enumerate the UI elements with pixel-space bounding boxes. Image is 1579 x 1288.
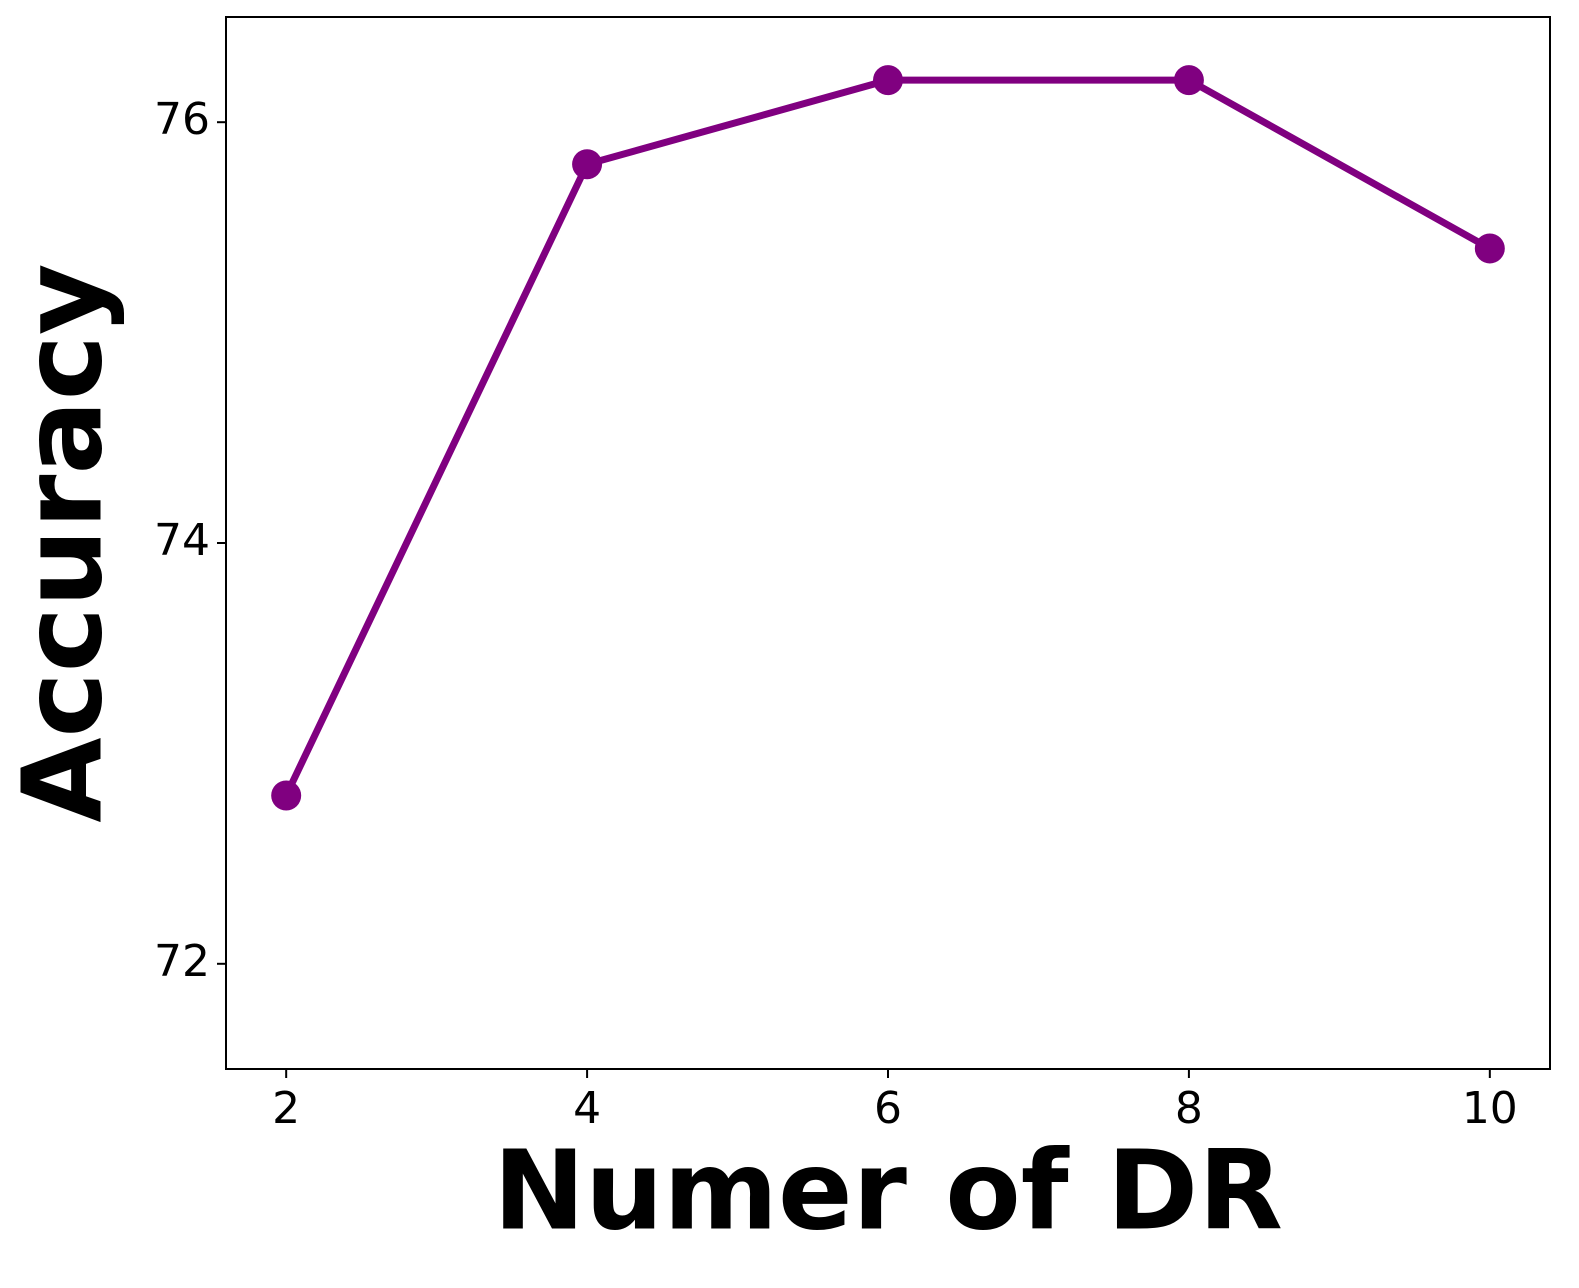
- y-tick-label: 76: [154, 94, 210, 145]
- x-tick-label: 10: [1462, 1083, 1518, 1134]
- x-axis-title: Numer of DR: [493, 1126, 1283, 1254]
- x-tick-label: 8: [1175, 1083, 1203, 1134]
- line: [283, 76, 1492, 797]
- marker: [1173, 65, 1204, 96]
- x-tick-label: 4: [573, 1083, 601, 1134]
- marker: [873, 65, 903, 96]
- x-tick-label: 2: [272, 1083, 300, 1134]
- y-tick-label: 72: [154, 936, 210, 987]
- marker: [1474, 233, 1505, 264]
- marker: [271, 780, 302, 811]
- y-axis-title: Accuracy: [0, 263, 126, 822]
- y-tick-label: 74: [154, 515, 210, 566]
- x-tick-label: 6: [874, 1083, 902, 1134]
- marker: [572, 149, 603, 180]
